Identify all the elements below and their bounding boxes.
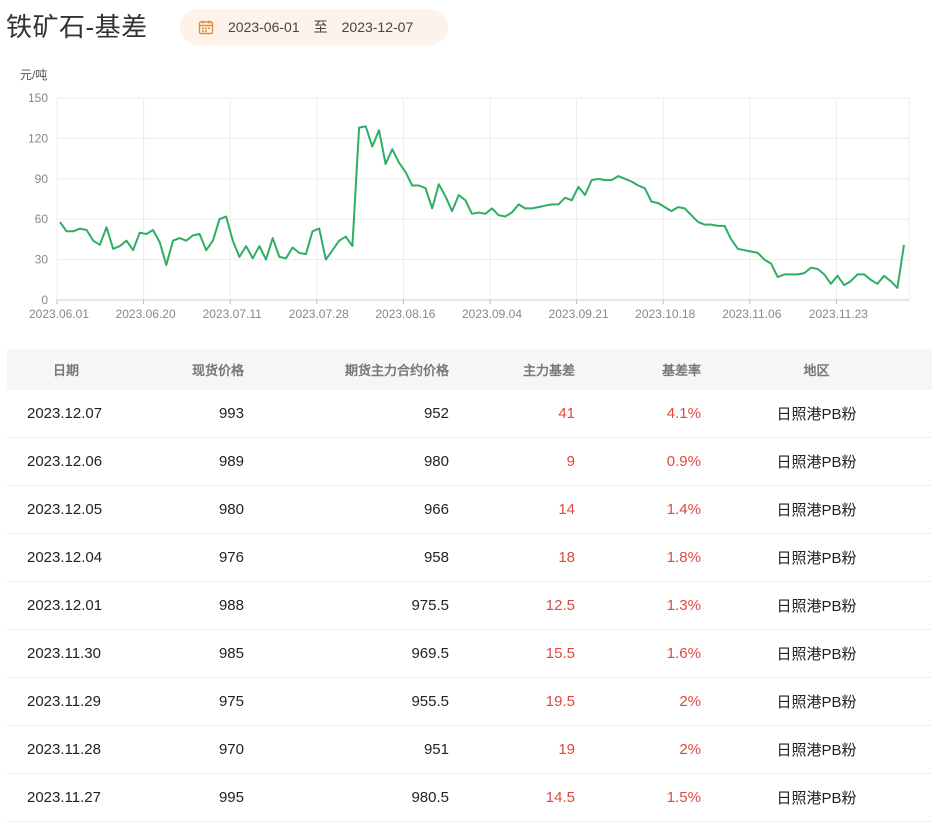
cell-futures-price: 958: [244, 533, 449, 582]
cell-region: 日照港PB粉: [701, 581, 932, 630]
header-spot-price: 现货价格: [125, 349, 244, 390]
table-header-row: 日期 现货价格 期货主力合约价格 主力基差 基差率 地区: [7, 349, 932, 390]
cell-basis: 19.5: [449, 677, 575, 726]
cell-date: 2023.11.29: [7, 677, 125, 726]
y-tick-label: 0: [41, 293, 48, 307]
cell-spot-price: 975: [125, 677, 244, 726]
x-tick-label: 2023.06.01: [29, 307, 89, 321]
cell-futures-price: 980: [244, 437, 449, 486]
basis-line-chart: 元/吨 0 30 60 90 120 150 2023.06.01 2023.06.20 2023…: [0, 60, 939, 330]
chart-svg: 元/吨 0 30 60 90 120 150 2023.06.01 2023.06.20 2023…: [20, 68, 910, 321]
table-row: 2023.12.06 989 980 9 0.9% 日照港PB粉: [7, 437, 932, 486]
cell-date: 2023.12.04: [7, 533, 125, 582]
table-row: 2023.12.04 976 958 18 1.8% 日照港PB粉: [7, 533, 932, 582]
header-basis: 主力基差: [449, 349, 575, 390]
cell-spot-price: 989: [125, 437, 244, 486]
cell-basis: 41: [449, 390, 575, 438]
date-range-picker[interactable]: 2023-06-01 至 2023-12-07: [180, 9, 448, 45]
cell-spot-price: 985: [125, 629, 244, 678]
table-row: 2023.11.27 995 980.5 14.5 1.5% 日照港PB粉: [7, 773, 932, 822]
y-unit-label: 元/吨: [20, 68, 47, 82]
cell-region: 日照港PB粉: [701, 485, 932, 534]
cell-region: 日照港PB粉: [701, 629, 932, 678]
cell-region: 日照港PB粉: [701, 533, 932, 582]
start-date[interactable]: 2023-06-01: [228, 19, 300, 35]
header-date: 日期: [7, 349, 125, 390]
cell-date: 2023.11.28: [7, 725, 125, 774]
cell-futures-price: 955.5: [244, 677, 449, 726]
cell-basis-rate: 1.6%: [575, 629, 701, 678]
cell-futures-price: 966: [244, 485, 449, 534]
cell-basis-rate: 2%: [575, 725, 701, 774]
cell-basis-rate: 4.1%: [575, 390, 701, 438]
cell-basis: 18: [449, 533, 575, 582]
cell-basis-rate: 0.9%: [575, 437, 701, 486]
end-date[interactable]: 2023-12-07: [341, 19, 414, 35]
cell-basis-rate: 1.8%: [575, 533, 701, 582]
table-row: 2023.11.28 970 951 19 2% 日照港PB粉: [7, 725, 932, 774]
cell-date: 2023.12.01: [7, 581, 125, 630]
table-row: 2023.12.01 988 975.5 12.5 1.3% 日照港PB粉: [7, 581, 932, 630]
x-tick-label: 2023.11.06: [722, 307, 781, 321]
y-tick-label: 120: [28, 131, 48, 145]
page-title: 铁矿石-基差: [6, 12, 148, 42]
x-tick-label: 2023.09.21: [549, 307, 609, 321]
x-tick-label: 2023.11.23: [809, 307, 868, 321]
cell-region: 日照港PB粉: [701, 390, 932, 438]
date-separator: 至: [313, 19, 328, 35]
header-region: 地区: [701, 349, 932, 390]
cell-date: 2023.11.27: [7, 773, 125, 822]
cell-basis: 9: [449, 437, 575, 486]
cell-spot-price: 970: [125, 725, 244, 774]
header-basis-rate: 基差率: [575, 349, 701, 390]
cell-basis: 12.5: [449, 581, 575, 630]
cell-basis-rate: 1.5%: [575, 773, 701, 822]
cell-spot-price: 980: [125, 485, 244, 534]
x-tick-label: 2023.10.18: [635, 307, 695, 321]
cell-region: 日照港PB粉: [701, 725, 932, 774]
x-tick-label: 2023.09.04: [462, 307, 522, 321]
cell-spot-price: 995: [125, 773, 244, 822]
cell-region: 日照港PB粉: [701, 437, 932, 486]
cell-futures-price: 952: [244, 390, 449, 438]
cell-futures-price: 969.5: [244, 629, 449, 678]
x-tick-label: 2023.07.28: [289, 307, 349, 321]
cell-spot-price: 976: [125, 533, 244, 582]
cell-basis-rate: 2%: [575, 677, 701, 726]
cell-futures-price: 975.5: [244, 581, 449, 630]
table-row: 2023.12.07 993 952 41 4.1% 日照港PB粉: [7, 390, 932, 438]
cell-futures-price: 951: [244, 725, 449, 774]
cell-date: 2023.11.30: [7, 629, 125, 678]
y-tick-label: 90: [35, 172, 49, 186]
x-tick-label: 2023.06.20: [116, 307, 176, 321]
cell-date: 2023.12.07: [7, 390, 125, 438]
basis-series-line: [59, 125, 905, 289]
x-tick-label: 2023.07.11: [203, 307, 262, 321]
table-row: 2023.11.29 975 955.5 19.5 2% 日照港PB粉: [7, 677, 932, 726]
y-tick-label: 60: [35, 212, 49, 226]
cell-region: 日照港PB粉: [701, 773, 932, 822]
cell-date: 2023.12.06: [7, 437, 125, 486]
x-tick-label: 2023.08.16: [375, 307, 435, 321]
table-row: 2023.12.05 980 966 14 1.4% 日照港PB粉: [7, 485, 932, 534]
y-tick-label: 30: [35, 253, 49, 267]
cell-futures-price: 980.5: [244, 773, 449, 822]
cell-basis-rate: 1.3%: [575, 581, 701, 630]
cell-basis-rate: 1.4%: [575, 485, 701, 534]
cell-basis: 19: [449, 725, 575, 774]
cell-date: 2023.12.05: [7, 485, 125, 534]
header-futures-price: 期货主力合约价格: [244, 349, 449, 390]
cell-spot-price: 988: [125, 581, 244, 630]
cell-basis: 14.5: [449, 773, 575, 822]
basis-table: 日期 现货价格 期货主力合约价格 主力基差 基差率 地区 2023.12.07 9…: [7, 349, 932, 822]
cell-basis: 14: [449, 485, 575, 534]
cell-region: 日照港PB粉: [701, 677, 932, 726]
y-tick-label: 150: [28, 91, 48, 105]
table-row: 2023.11.30 985 969.5 15.5 1.6% 日照港PB粉: [7, 629, 932, 678]
cell-basis: 15.5: [449, 629, 575, 678]
cell-spot-price: 993: [125, 390, 244, 438]
calendar-icon: [198, 19, 214, 35]
